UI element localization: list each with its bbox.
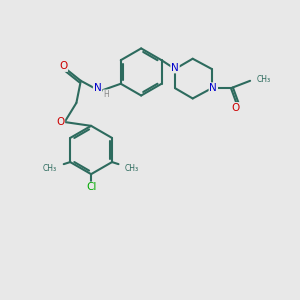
Text: CH₃: CH₃ xyxy=(256,75,271,84)
Text: O: O xyxy=(56,117,64,127)
Text: O: O xyxy=(231,103,239,113)
Text: CH₃: CH₃ xyxy=(43,164,57,173)
Text: N: N xyxy=(171,63,179,73)
Text: N: N xyxy=(94,83,101,93)
Text: H: H xyxy=(103,90,109,99)
Text: O: O xyxy=(59,61,67,71)
Text: N: N xyxy=(209,83,217,93)
Text: CH₃: CH₃ xyxy=(125,164,139,173)
Text: Cl: Cl xyxy=(86,182,96,192)
